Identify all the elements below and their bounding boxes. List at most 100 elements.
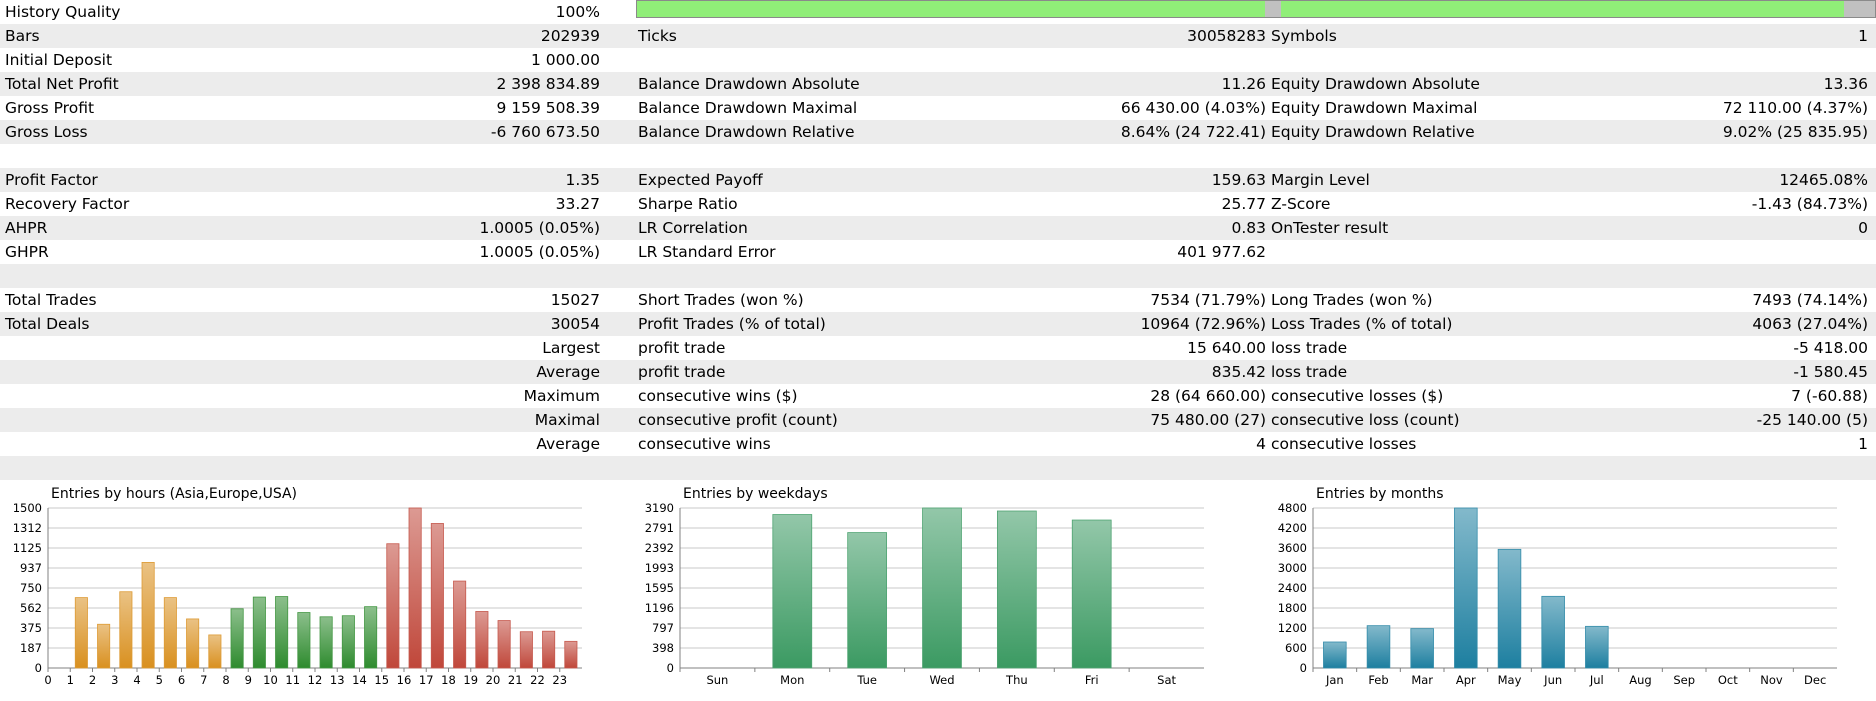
stat-value: 7493 (74.14%) xyxy=(1752,291,1868,309)
stat-value: 13.36 xyxy=(1823,75,1868,93)
stat-label: Profit Factor xyxy=(5,171,98,189)
x-tick-label: 6 xyxy=(178,673,185,687)
bar xyxy=(230,608,244,669)
stat-value: Average xyxy=(536,363,600,381)
stat-value: 72 110.00 (4.37%) xyxy=(1722,99,1868,117)
stat-label: Equity Drawdown Maximal xyxy=(1271,99,1478,117)
x-tick-label: 5 xyxy=(156,673,163,687)
stat-label: Long Trades (won %) xyxy=(1271,291,1433,309)
stats-row xyxy=(0,264,1876,288)
stat-value: 30054 xyxy=(550,315,600,333)
stat-label: Equity Drawdown Relative xyxy=(1271,123,1475,141)
bar xyxy=(1541,595,1565,669)
x-tick-label: Thu xyxy=(1005,673,1028,687)
x-tick-label: 16 xyxy=(397,673,412,687)
x-tick-label: 1 xyxy=(67,673,74,687)
x-tick-label: Apr xyxy=(1456,673,1476,687)
bar xyxy=(186,618,200,669)
chart-title: Entries by hours (Asia,Europe,USA) xyxy=(51,486,297,502)
stat-label: LR Correlation xyxy=(638,219,748,237)
chart-entries-by-weekdays: Entries by weekdays 0 398 797 1196 1595 1993 23… xyxy=(632,478,1204,697)
stat-value: -1.43 (84.73%) xyxy=(1751,195,1868,213)
y-tick-label: 0 xyxy=(35,661,42,675)
bar xyxy=(430,523,444,669)
bar xyxy=(453,580,467,669)
stat-value xyxy=(1568,456,1868,480)
stat-label: Balance Drawdown Relative xyxy=(638,123,855,141)
y-tick-label: 1125 xyxy=(13,541,42,555)
x-tick-label: 10 xyxy=(263,673,278,687)
stat-label: Symbols xyxy=(1271,27,1337,45)
stat-value: 1.35 xyxy=(565,171,600,189)
y-tick-label: 0 xyxy=(667,661,674,675)
history-quality-bar xyxy=(636,0,1876,18)
x-tick-label: 0 xyxy=(44,673,51,687)
stat-label: Bars xyxy=(5,27,40,45)
x-tick-label: May xyxy=(1498,673,1522,687)
bar xyxy=(297,612,311,669)
stat-value: 159.63 xyxy=(1211,171,1266,189)
stats-row: Average consecutive wins 4 consecutive loss… xyxy=(0,432,1876,456)
y-tick-label: 562 xyxy=(20,601,42,615)
y-tick-label: 797 xyxy=(652,621,674,635)
x-tick-label: Mon xyxy=(780,673,804,687)
stat-label: Z-Score xyxy=(1271,195,1331,213)
stats-row: Recovery Factor 33.27 Sharpe Ratio 25.77 Z-S… xyxy=(0,192,1876,216)
y-tick-label: 3000 xyxy=(1278,561,1307,575)
stat-value: 1 000.00 xyxy=(530,51,600,69)
x-tick-label: Jul xyxy=(1589,673,1604,687)
stat-value: 30058283 xyxy=(1187,27,1266,45)
x-tick-label: 20 xyxy=(486,673,501,687)
y-tick-label: 2392 xyxy=(645,541,674,555)
bar xyxy=(97,623,111,669)
stat-label: Sharpe Ratio xyxy=(638,195,738,213)
stat-value xyxy=(966,264,1266,288)
history-quality-label: History Quality xyxy=(5,3,121,21)
y-tick-label: 1800 xyxy=(1278,601,1307,615)
bar xyxy=(341,615,355,669)
stat-label: consecutive wins ($) xyxy=(638,387,798,405)
x-tick-label: 22 xyxy=(530,673,545,687)
stat-label: Total Trades xyxy=(5,291,97,309)
stat-value xyxy=(1568,264,1868,288)
stat-value: Largest xyxy=(542,339,600,357)
x-tick-label: 4 xyxy=(133,673,140,687)
stat-value: Maximum xyxy=(523,387,600,405)
stats-row: Initial Deposit 1 000.00 xyxy=(0,48,1876,72)
stat-value: 75 480.00 (27) xyxy=(1150,411,1266,429)
chart-entries-by-months: Entries by months 0 600 1200 1800 2400 3000 360… xyxy=(1265,478,1837,697)
stat-value: 9.02% (25 835.95) xyxy=(1722,123,1868,141)
stats-row: AHPR 1.0005 (0.05%) LR Correlation 0.83 OnTe… xyxy=(0,216,1876,240)
x-tick-label: Nov xyxy=(1760,673,1783,687)
x-tick-label: 12 xyxy=(308,673,323,687)
stat-value xyxy=(966,456,1266,480)
stat-label: Ticks xyxy=(638,27,677,45)
stat-value: 1.0005 (0.05%) xyxy=(479,219,601,237)
x-tick-label: Wed xyxy=(929,673,954,687)
x-tick-label: 18 xyxy=(441,673,456,687)
stat-label: Recovery Factor xyxy=(5,195,130,213)
y-tick-label: 750 xyxy=(20,581,42,595)
bar xyxy=(1410,628,1434,669)
history-quality-fill xyxy=(637,1,1265,17)
stat-value: 1.0005 (0.05%) xyxy=(479,243,601,261)
bar xyxy=(1585,625,1609,669)
y-tick-label: 375 xyxy=(20,621,42,635)
stats-row: Total Trades 15027 Short Trades (won %) 753… xyxy=(0,288,1876,312)
stat-value: 7534 (71.79%) xyxy=(1150,291,1266,309)
stat-label: profit trade xyxy=(638,363,726,381)
x-tick-label: 23 xyxy=(552,673,567,687)
y-tick-label: 600 xyxy=(1285,641,1307,655)
x-tick-label: Mar xyxy=(1411,673,1433,687)
stat-label: consecutive loss (count) xyxy=(1271,411,1460,429)
bar xyxy=(319,616,333,669)
stat-label: AHPR xyxy=(5,219,48,237)
stat-value: 28 (64 660.00) xyxy=(1150,387,1266,405)
x-tick-label: 19 xyxy=(463,673,478,687)
stats-row: Total Net Profit 2 398 834.89 Balance Draw… xyxy=(0,72,1876,96)
stats-row: Average profit trade 835.42 loss trade -1 58… xyxy=(0,360,1876,384)
stat-label: Balance Drawdown Maximal xyxy=(638,99,858,117)
stat-value xyxy=(1568,240,1868,264)
chart-entries-by-hours: Entries by hours (Asia,Europe,USA) 0 187 37… xyxy=(0,478,582,697)
y-tick-label: 2400 xyxy=(1278,581,1307,595)
